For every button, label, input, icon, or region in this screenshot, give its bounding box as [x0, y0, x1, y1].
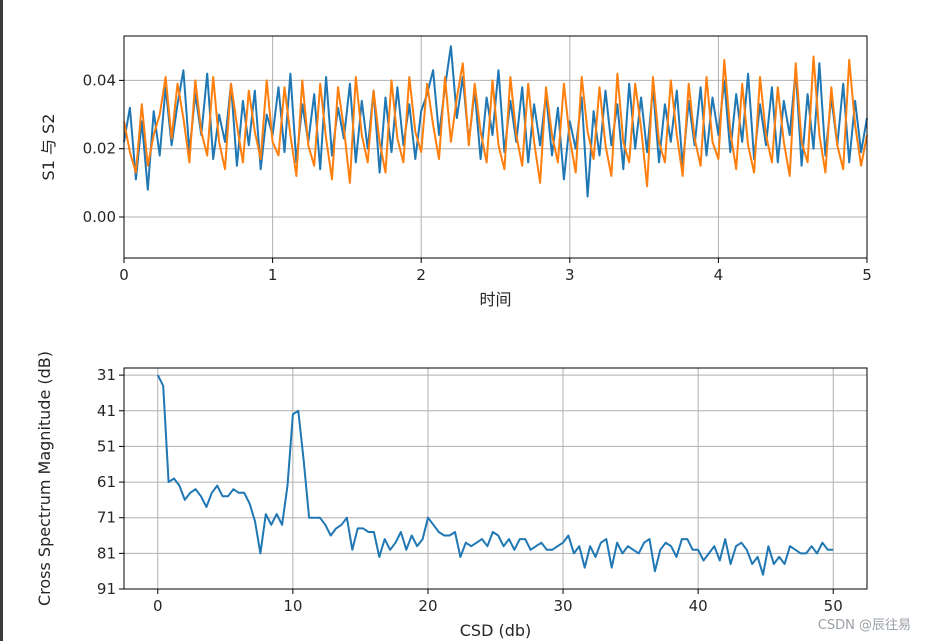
window-edge: [0, 0, 3, 641]
bottom-grid: [124, 368, 867, 590]
bottom-ytick-label: 71: [97, 509, 116, 527]
top-lines: [123, 45, 868, 198]
bottom-ytick-label: 41: [97, 402, 116, 420]
bottom-xtick-label: 50: [824, 597, 843, 615]
top-ticks: 0 1 2 3 4 5 0.00 0.02 0.04: [83, 71, 872, 284]
top-xtick-label: 5: [862, 266, 872, 284]
watermark: CSDN @辰往易: [817, 618, 911, 633]
top-xtick-label: 1: [268, 266, 278, 284]
bottom-subplot: 0 10 20 30 40 50 31 41 51 61 71 81 91 CSD (db) Cross…: [35, 351, 868, 640]
top-ytick-label: 0.02: [83, 140, 116, 158]
bottom-xtick-label: 0: [153, 597, 163, 615]
top-subplot: 0 1 2 3 4 5 0.00 0.02 0.04 时间 S1 与 S2: [39, 35, 872, 309]
top-axes-frame: [123, 35, 868, 259]
bottom-series-1-line: [156, 374, 834, 576]
bottom-xtick-label: 20: [418, 597, 437, 615]
top-ytick-label: 0.00: [83, 208, 116, 226]
top-xtick-label: 0: [119, 266, 129, 284]
top-xlabel: 时间: [479, 290, 511, 309]
bottom-xtick-label: 40: [689, 597, 708, 615]
bottom-xlabel: CSD (db): [460, 621, 532, 640]
bottom-xtick-label: 10: [283, 597, 302, 615]
bottom-ytick-label: 31: [97, 366, 116, 384]
top-series-2-line: [123, 55, 868, 188]
top-ylabel: S1 与 S2: [39, 114, 58, 181]
top-xtick-label: 2: [416, 266, 426, 284]
top-xtick-label: 4: [714, 266, 724, 284]
top-xtick-label: 3: [565, 266, 575, 284]
bottom-lines: [156, 374, 834, 576]
top-ytick-label: 0.04: [83, 71, 116, 89]
bottom-xtick-label: 30: [553, 597, 572, 615]
bottom-ylabel: Cross Spectrum Magnitude (dB): [35, 351, 54, 606]
bottom-ytick-label: 61: [97, 473, 116, 491]
bottom-ytick-label: 51: [97, 437, 116, 455]
bottom-axes-frame: [123, 367, 868, 590]
bottom-ytick-label: 81: [97, 544, 116, 562]
bottom-ticks: 0 10 20 30 40 50 31 41 51 61 71 81 91: [97, 366, 843, 615]
bottom-ytick-label: 91: [97, 580, 116, 598]
